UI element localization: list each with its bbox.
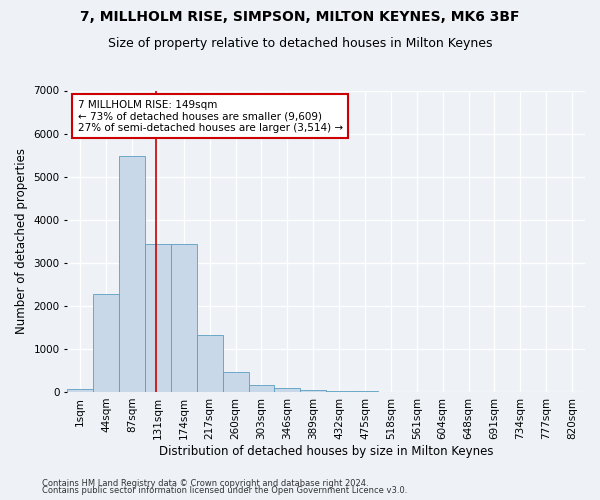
Text: Size of property relative to detached houses in Milton Keynes: Size of property relative to detached ho… [108,38,492,51]
Bar [274,388,300,392]
Bar [93,294,119,392]
Bar [119,156,145,392]
Bar [171,244,197,392]
Bar [145,244,171,392]
Text: 7, MILLHOLM RISE, SIMPSON, MILTON KEYNES, MK6 3BF: 7, MILLHOLM RISE, SIMPSON, MILTON KEYNES… [80,10,520,24]
X-axis label: Distribution of detached houses by size in Milton Keynes: Distribution of detached houses by size … [159,444,493,458]
Text: 7 MILLHOLM RISE: 149sqm
← 73% of detached houses are smaller (9,609)
27% of semi: 7 MILLHOLM RISE: 149sqm ← 73% of detache… [77,100,343,132]
Text: Contains HM Land Registry data © Crown copyright and database right 2024.: Contains HM Land Registry data © Crown c… [42,478,368,488]
Bar [326,390,352,392]
Bar [197,335,223,392]
Bar [300,390,326,392]
Text: Contains public sector information licensed under the Open Government Licence v3: Contains public sector information licen… [42,486,407,495]
Bar [223,372,248,392]
Bar [67,388,93,392]
Y-axis label: Number of detached properties: Number of detached properties [15,148,28,334]
Bar [248,385,274,392]
